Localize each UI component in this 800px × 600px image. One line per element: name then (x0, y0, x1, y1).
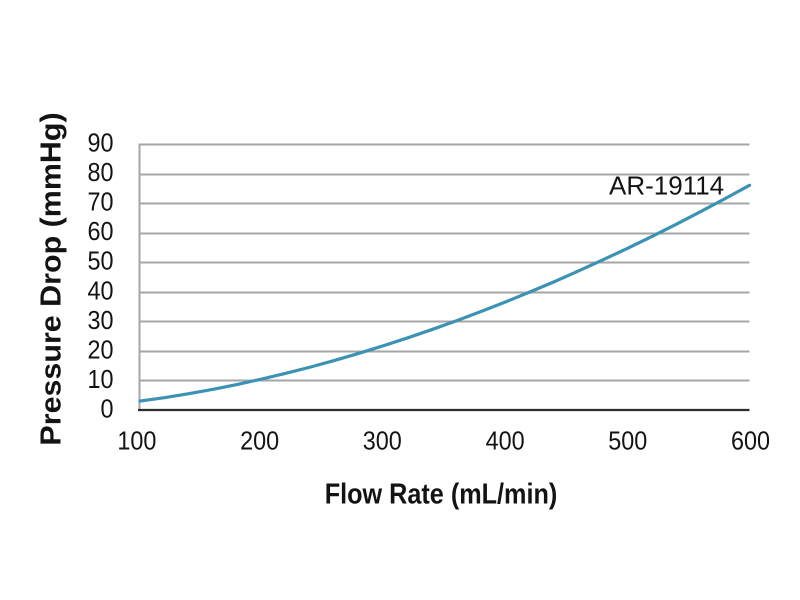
svg-text:90: 90 (87, 129, 113, 157)
svg-text:200: 200 (240, 427, 279, 455)
svg-text:40: 40 (87, 277, 113, 305)
svg-text:20: 20 (87, 336, 113, 364)
svg-text:300: 300 (363, 427, 402, 455)
svg-text:30: 30 (87, 307, 113, 335)
svg-text:100: 100 (117, 427, 156, 455)
svg-text:Pressure Drop (mmHg): Pressure Drop (mmHg) (35, 112, 67, 445)
svg-text:70: 70 (87, 189, 113, 217)
svg-text:AR-19114: AR-19114 (609, 171, 724, 201)
svg-text:60: 60 (87, 218, 113, 246)
svg-text:0: 0 (100, 395, 113, 423)
svg-text:80: 80 (87, 159, 113, 187)
svg-text:Flow Rate (mL/min): Flow Rate (mL/min) (325, 477, 558, 510)
svg-text:10: 10 (87, 366, 113, 394)
svg-text:50: 50 (87, 248, 113, 276)
svg-text:600: 600 (731, 427, 770, 455)
svg-text:500: 500 (608, 427, 647, 455)
svg-text:400: 400 (486, 427, 525, 455)
